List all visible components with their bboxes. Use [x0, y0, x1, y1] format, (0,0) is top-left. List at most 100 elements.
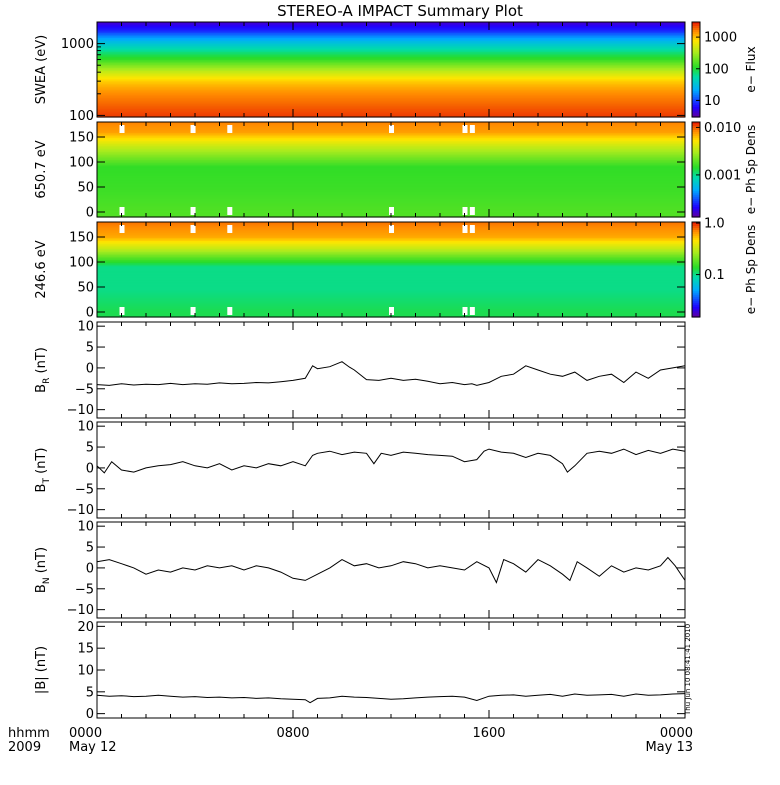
swea-band — [97, 90, 685, 93]
p246-band — [97, 241, 685, 244]
colorbar-p246-swatch — [692, 239, 700, 243]
p650-band — [97, 152, 685, 155]
colorbar-p650-swatch — [692, 211, 700, 214]
swea-band — [97, 110, 685, 113]
colorbar-p246-swatch — [692, 231, 700, 235]
p246-data-gap-bottom — [469, 307, 475, 315]
br-ytick-label: −5 — [75, 382, 94, 397]
p650-band — [97, 144, 685, 147]
swea-band — [97, 67, 685, 71]
colorbar-p246-swatch — [692, 311, 700, 314]
swea-band — [97, 63, 685, 66]
colorbar-swea-swatch — [692, 47, 700, 51]
colorbar-p246-swatch — [692, 289, 700, 292]
colorbar-swea-swatch — [692, 41, 700, 45]
p650-band — [97, 147, 685, 150]
swea-band — [97, 41, 685, 44]
p650-band — [97, 182, 685, 185]
colorbar-p650-swatch — [692, 169, 700, 173]
p650-band — [97, 160, 685, 163]
swea-band — [97, 36, 685, 39]
swea-ylabel: SWEA (eV) — [34, 35, 49, 104]
p246-band — [97, 286, 685, 290]
colorbar-p246-swatch — [692, 245, 700, 249]
p246-band — [97, 283, 685, 286]
p246-band — [97, 264, 685, 267]
colorbar-p650: 0.010 0.001 e− Ph Sp Dens — [691, 121, 758, 218]
bn-ytick-label: 0 — [86, 561, 94, 576]
colorbar-p650-swatch — [692, 179, 700, 182]
colorbar-p246-swatch — [692, 283, 700, 286]
colorbar-swea-swatch — [692, 81, 700, 84]
bn-frame — [96, 521, 686, 619]
colorbar-p650-swatch — [692, 147, 700, 151]
bt-ylabel-sub: T — [42, 478, 52, 485]
swea-band — [97, 77, 685, 80]
colorbar-p650-swatch — [692, 199, 700, 202]
p246-band — [97, 272, 685, 275]
p246-data-gap-top — [119, 225, 125, 233]
p650-band — [97, 169, 685, 172]
p650-data-gap-bottom — [389, 207, 394, 215]
colorbar-swea-tick-label: 100 — [704, 62, 729, 77]
colorbar-p246-swatch — [692, 269, 700, 273]
date-tick-label: May 13 — [645, 740, 693, 755]
bn-ytick-label: −10 — [67, 603, 94, 618]
bt-ytick-label: 5 — [86, 441, 94, 456]
p650-band — [97, 191, 685, 194]
p246-data-gap-bottom — [227, 307, 233, 315]
swea-spectrogram — [97, 22, 685, 118]
br-ylabel-unit: (nT) — [34, 347, 49, 377]
p650-band — [97, 172, 685, 175]
swea-band — [97, 93, 685, 96]
swea-band — [97, 55, 685, 58]
p246-band — [97, 282, 685, 285]
p650-spectrogram — [97, 122, 685, 218]
colorbar-p246-swatch — [692, 249, 700, 253]
colorbar-p246-frame — [691, 221, 701, 318]
p650-data-gap-top — [190, 125, 196, 133]
p246-band — [97, 302, 685, 305]
p246-data-gap-top — [227, 225, 233, 233]
colorbar-swea-swatch — [692, 65, 700, 69]
br-ytick-label: 0 — [86, 361, 94, 376]
colorbar-p650-swatch — [692, 201, 700, 204]
colorbar-p246-swatch — [692, 297, 700, 300]
colorbar-swea-swatch — [692, 111, 700, 114]
colorbar-p246-swatch — [692, 229, 700, 233]
colorbar-p650-swatch — [692, 143, 700, 147]
time-axis-row-label-hhmm: hhmm — [8, 726, 50, 741]
colorbar-p650-swatch — [692, 167, 700, 171]
bmag-ytick-label: 0 — [86, 707, 94, 722]
colorbar-p246-label: e− Ph Sp Dens — [744, 225, 758, 314]
colorbar-p246-swatch — [692, 241, 700, 245]
colorbar-swea-swatch — [692, 27, 700, 31]
colorbar-p246-swatch — [692, 305, 700, 308]
colorbar-p246-swatch — [692, 293, 700, 296]
colorbar-swea-swatch — [692, 105, 700, 108]
colorbar-swea-swatch — [692, 43, 700, 47]
colorbar-p650-swatch — [692, 133, 700, 137]
colorbar-p650-swatch — [692, 193, 700, 196]
colorbar-p650-swatch — [692, 153, 700, 157]
colorbar-p650-swatch — [692, 163, 700, 167]
colorbar-p650-swatch — [692, 175, 700, 179]
bt-ytick-label: −5 — [75, 482, 94, 497]
bn-ylabel: BN (nT) — [34, 547, 52, 593]
date-tick-label: May 12 — [69, 740, 117, 755]
p650-band — [97, 150, 685, 153]
colorbar-swea-swatch — [692, 93, 700, 96]
swea-band — [97, 86, 685, 90]
bn-ylabel-unit: (nT) — [34, 547, 49, 577]
colorbar-p246-swatch — [692, 295, 700, 298]
p650-data-gap-bottom — [469, 207, 475, 215]
colorbar-swea-swatch — [692, 101, 700, 104]
p246-band — [97, 280, 685, 283]
plot-title: STEREO-A IMPACT Summary Plot — [277, 2, 523, 20]
p246-band — [97, 285, 685, 288]
p246-band — [97, 247, 685, 250]
p650-band — [97, 193, 685, 196]
colorbar-p246-swatch — [692, 255, 700, 259]
colorbar-swea-tick-label: 1000 — [704, 31, 737, 46]
colorbar-p650-swatch — [692, 151, 700, 155]
